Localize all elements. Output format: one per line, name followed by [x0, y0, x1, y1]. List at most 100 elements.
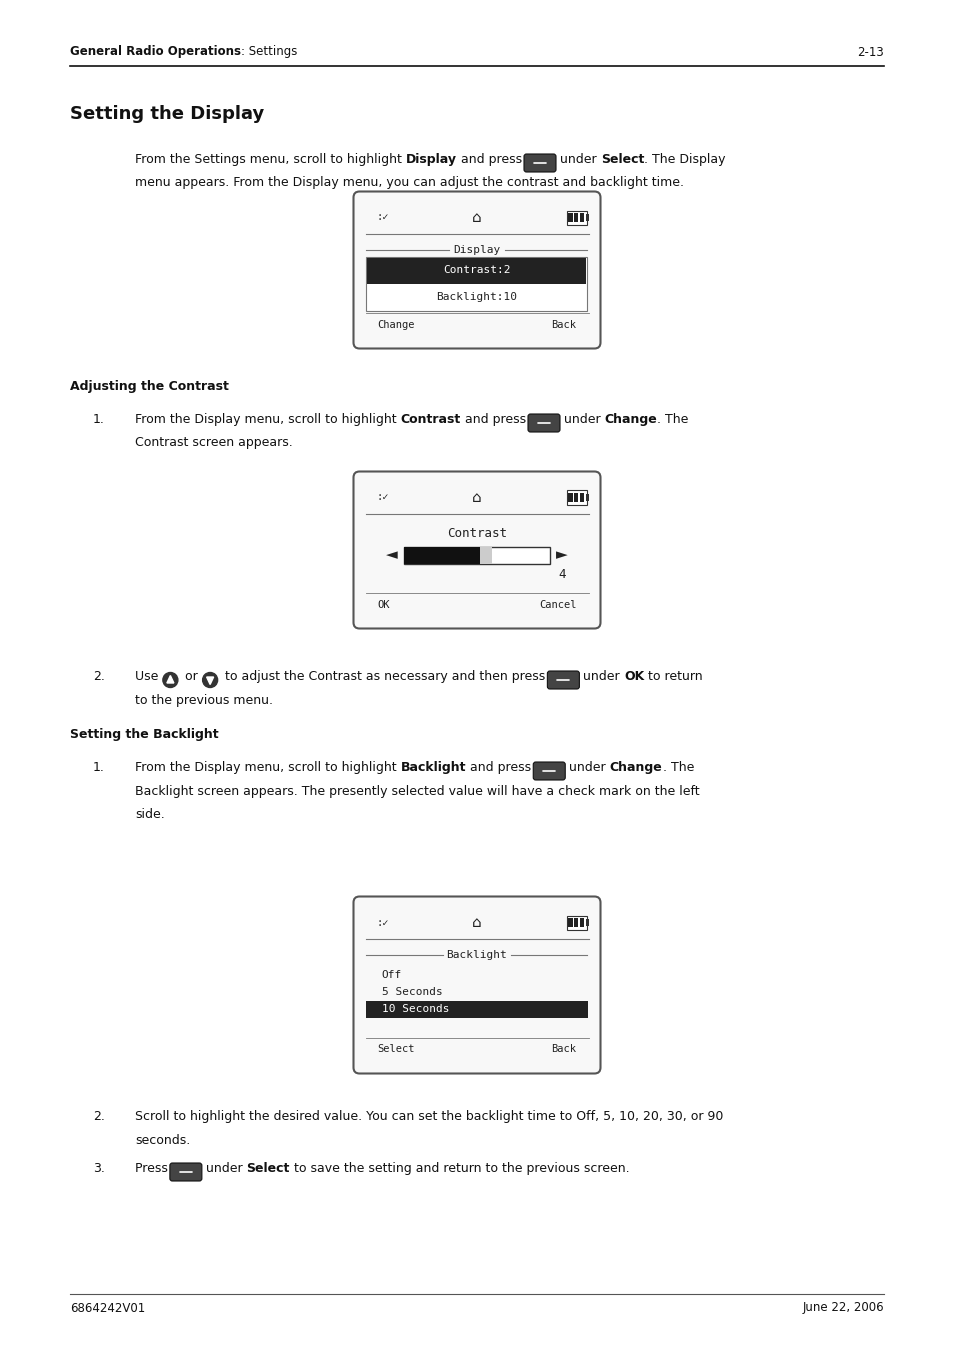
Bar [573, 493, 578, 503]
Text: ▼: ▼ [368, 1005, 376, 1015]
Text: under: under [565, 761, 609, 774]
Text: 3.: 3. [93, 1162, 105, 1175]
Circle shape [163, 673, 177, 688]
Bar [366, 257, 587, 311]
Bar [366, 1001, 587, 1019]
Text: Display: Display [405, 153, 456, 166]
Bar [579, 213, 583, 222]
FancyBboxPatch shape [527, 413, 559, 432]
FancyBboxPatch shape [354, 897, 599, 1074]
Text: to save the setting and return to the previous screen.: to save the setting and return to the pr… [290, 1162, 629, 1175]
Text: and press: and press [456, 153, 525, 166]
Text: 2-13: 2-13 [857, 46, 883, 58]
Bar [573, 213, 578, 222]
Text: Back: Back [551, 319, 576, 330]
Polygon shape [167, 676, 173, 684]
Text: under: under [202, 1162, 246, 1175]
Text: Press: Press [135, 1162, 172, 1175]
Bar [586, 919, 588, 925]
Text: Change: Change [377, 319, 415, 330]
Bar [404, 547, 491, 563]
Bar [566, 211, 586, 224]
Text: under: under [559, 413, 604, 426]
Text: :✓: :✓ [376, 917, 389, 928]
Text: Change: Change [609, 761, 662, 774]
Text: Select: Select [246, 1162, 290, 1175]
Text: Contrast: Contrast [447, 527, 506, 540]
Text: From the Display menu, scroll to highlight: From the Display menu, scroll to highlig… [135, 761, 400, 774]
Text: Backlight: Backlight [446, 950, 507, 959]
Text: ⌂: ⌂ [472, 490, 481, 505]
Text: Display: Display [453, 245, 500, 254]
Bar [567, 213, 572, 222]
Text: seconds.: seconds. [135, 1133, 190, 1147]
Circle shape [202, 673, 217, 688]
Text: :✓: :✓ [376, 493, 389, 503]
Text: Cancel: Cancel [538, 600, 576, 609]
Text: 10 Seconds: 10 Seconds [381, 1005, 449, 1015]
Bar [404, 547, 549, 563]
Text: OK: OK [377, 600, 390, 609]
Bar [573, 917, 578, 927]
FancyBboxPatch shape [533, 762, 565, 780]
Bar [566, 490, 586, 504]
Text: or: or [181, 670, 202, 684]
Polygon shape [207, 677, 213, 685]
Text: General Radio Operations: Settings: General Radio Operations: Settings [70, 46, 278, 58]
Text: . The: . The [662, 761, 693, 774]
FancyBboxPatch shape [523, 154, 556, 172]
Text: 2.: 2. [93, 670, 105, 684]
Text: Adjusting the Contrast: Adjusting the Contrast [70, 380, 229, 393]
Text: Select: Select [377, 1044, 415, 1055]
Text: and press: and press [460, 413, 530, 426]
FancyBboxPatch shape [547, 671, 578, 689]
Text: 1.: 1. [93, 761, 105, 774]
Text: Backlight:10: Backlight:10 [436, 292, 517, 303]
Text: under: under [556, 153, 600, 166]
Text: Backlight screen appears. The presently selected value will have a check mark on: Backlight screen appears. The presently … [135, 785, 699, 797]
Text: Back: Back [551, 1044, 576, 1055]
Bar [567, 917, 572, 927]
Bar [566, 916, 586, 929]
Text: Contrast:2: Contrast:2 [443, 265, 510, 276]
Text: Scroll to highlight the desired value. You can set the backlight time to Off, 5,: Scroll to highlight the desired value. Y… [135, 1111, 722, 1123]
Text: Backlight: Backlight [400, 761, 466, 774]
Bar [567, 493, 572, 503]
Text: Off: Off [381, 970, 401, 979]
Text: 4: 4 [558, 569, 565, 581]
Text: OK: OK [623, 670, 643, 684]
Text: side.: side. [135, 808, 165, 821]
Text: Setting the Display: Setting the Display [70, 105, 264, 123]
Text: : Settings: : Settings [241, 46, 297, 58]
Text: ◄: ◄ [386, 547, 397, 562]
Bar [586, 494, 588, 501]
Text: Use: Use [135, 670, 162, 684]
Text: June 22, 2006: June 22, 2006 [801, 1301, 883, 1315]
Text: Contrast: Contrast [400, 413, 460, 426]
Text: ⌂: ⌂ [472, 915, 481, 929]
FancyBboxPatch shape [170, 1163, 202, 1181]
Text: ►: ► [556, 547, 567, 562]
Text: menu appears. From the Display menu, you can adjust the contrast and backlight t: menu appears. From the Display menu, you… [135, 176, 683, 189]
Bar [586, 213, 588, 222]
Text: . The Display: . The Display [643, 153, 724, 166]
FancyBboxPatch shape [354, 471, 599, 628]
Text: . The: . The [657, 413, 688, 426]
Bar [479, 547, 491, 563]
Text: :✓: :✓ [376, 212, 389, 223]
Text: to return: to return [643, 670, 702, 684]
Text: Select: Select [600, 153, 643, 166]
Text: 2.: 2. [93, 1111, 105, 1123]
Text: Change: Change [604, 413, 657, 426]
Bar [579, 493, 583, 503]
Text: From the Display menu, scroll to highlight: From the Display menu, scroll to highlig… [135, 413, 400, 426]
Text: 6864242V01: 6864242V01 [70, 1301, 145, 1315]
Text: to adjust the Contrast as necessary and then press: to adjust the Contrast as necessary and … [221, 670, 549, 684]
Text: From the Settings menu, scroll to highlight: From the Settings menu, scroll to highli… [135, 153, 405, 166]
Text: 5 Seconds: 5 Seconds [381, 988, 442, 997]
Bar [579, 917, 583, 927]
Text: Setting the Backlight: Setting the Backlight [70, 728, 218, 740]
Bar [367, 258, 586, 284]
Text: 1.: 1. [93, 413, 105, 426]
FancyBboxPatch shape [354, 192, 599, 349]
